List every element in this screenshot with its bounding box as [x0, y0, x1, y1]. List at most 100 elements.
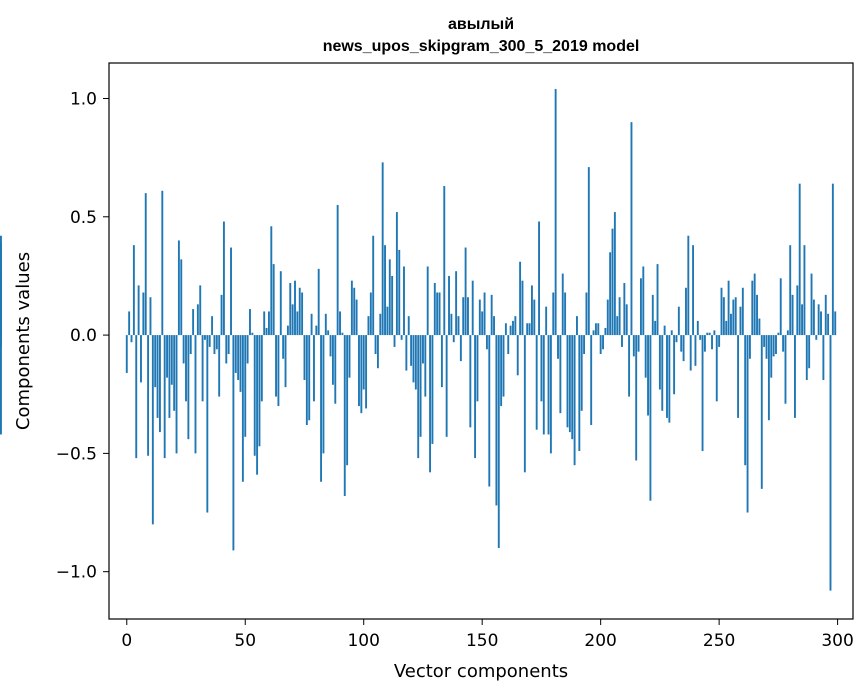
bar: [305, 335, 308, 425]
bar: [294, 280, 296, 336]
bar: [744, 335, 747, 466]
bar: [549, 335, 552, 454]
bar: [407, 316, 410, 336]
bar: [426, 266, 429, 336]
bar: [635, 335, 638, 461]
bar: [770, 335, 773, 378]
bar: [791, 294, 794, 336]
bar: [564, 292, 567, 336]
bar: [533, 299, 536, 336]
bar: [471, 280, 474, 336]
bar: [483, 292, 486, 336]
bar: [680, 335, 683, 352]
bar: [452, 335, 455, 343]
bar: [490, 294, 493, 336]
bar: [765, 335, 768, 359]
bar: [497, 335, 500, 549]
bar: [343, 335, 346, 496]
bar: [339, 311, 341, 336]
bar: [587, 167, 590, 336]
bar: [400, 335, 403, 340]
bar: [786, 330, 789, 336]
bar: [147, 335, 150, 456]
bar: [154, 335, 157, 388]
bar: [694, 335, 697, 366]
bar: [410, 335, 413, 366]
bar: [756, 294, 758, 336]
bar: [249, 309, 251, 336]
bar: [812, 299, 815, 336]
bar: [831, 183, 834, 336]
bar: [130, 335, 133, 343]
bar: [519, 261, 522, 336]
bar: [775, 335, 777, 355]
bar: [789, 245, 792, 336]
bar: [545, 306, 548, 336]
bar: [722, 297, 725, 336]
bar: [384, 245, 386, 336]
bar: [251, 332, 254, 336]
plot-frame: [108, 62, 854, 620]
bar: [782, 335, 785, 352]
bar: [398, 249, 401, 336]
bar: [329, 335, 332, 357]
bar: [222, 221, 225, 336]
bar: [201, 335, 204, 402]
bar: [540, 335, 543, 402]
bar: [459, 335, 462, 362]
bar: [639, 278, 642, 336]
bar: [137, 285, 140, 336]
bar: [822, 335, 825, 381]
bar: [566, 335, 569, 428]
bar: [718, 335, 721, 347]
bar: [142, 292, 145, 336]
bar: [457, 316, 460, 336]
bar: [677, 306, 680, 336]
bar: [469, 335, 472, 428]
bar: [462, 297, 465, 336]
bar: [485, 335, 488, 350]
bar: [803, 245, 806, 336]
bar: [320, 335, 323, 482]
bar: [573, 335, 576, 466]
bar: [362, 335, 365, 390]
bar: [163, 335, 166, 459]
bar: [348, 335, 351, 378]
bar: [613, 212, 616, 336]
bar: [810, 273, 813, 336]
bar: [526, 323, 529, 336]
bar: [827, 313, 830, 336]
bar: [265, 327, 268, 336]
bar: [308, 335, 311, 421]
bar: [166, 335, 168, 378]
bar: [234, 335, 237, 373]
bar: [583, 335, 586, 355]
bar: [763, 335, 766, 347]
bar: [211, 316, 214, 336]
bar: [422, 335, 424, 364]
bar: [218, 335, 221, 397]
bar: [488, 335, 491, 487]
bar: [445, 335, 448, 437]
bar: [272, 264, 275, 336]
bar: [580, 335, 583, 411]
bar: [388, 259, 391, 336]
bar: [286, 325, 289, 336]
bar: [521, 280, 524, 336]
bar: [585, 292, 588, 336]
x-tick-label: 200: [584, 631, 616, 651]
bar: [185, 335, 187, 402]
bar: [760, 335, 763, 489]
bar: [732, 299, 735, 336]
bar: [512, 320, 514, 336]
bar: [668, 335, 671, 423]
bar: [516, 335, 519, 376]
bar: [132, 245, 135, 336]
chart-subtitle: news_upos_skipgram_300_5_2019 model: [323, 38, 640, 55]
bar: [448, 275, 450, 336]
bar: [559, 335, 562, 414]
x-tick-label: 150: [466, 631, 498, 651]
bar: [561, 273, 564, 336]
bar: [213, 335, 216, 355]
bar: [739, 306, 742, 336]
